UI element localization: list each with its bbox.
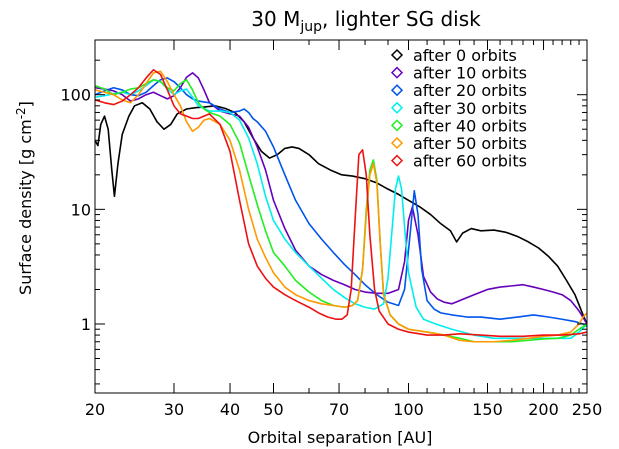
- y-axis-label: Surface density [g cm-2]: [14, 101, 35, 295]
- legend-label: after 40 orbits: [413, 116, 527, 135]
- tick-labels: 20 30 40 50 70 100 150 200 250 1 10 100: [60, 86, 602, 419]
- x-axis-label: Orbital separation [AU]: [248, 428, 433, 447]
- y-tick-label: 100: [60, 86, 91, 105]
- x-tick-label: 50: [263, 400, 283, 419]
- x-tick-label: 150: [472, 400, 503, 419]
- x-tick-label: 70: [329, 400, 349, 419]
- legend-label: after 30 orbits: [413, 99, 527, 118]
- x-tick-label: 30: [164, 400, 184, 419]
- series-line-1: [95, 72, 587, 325]
- legend-marker-diamond-icon: [390, 48, 404, 62]
- x-tick-label: 250: [572, 400, 603, 419]
- chart-title: 30 Mjup, lighter SG disk: [251, 7, 481, 35]
- legend-label: after 20 orbits: [413, 81, 527, 100]
- plot-frame: [94, 39, 588, 394]
- series-line-0: [95, 101, 587, 325]
- legend-marker-diamond-icon: [390, 84, 404, 97]
- legend-label: after 0 orbits: [413, 46, 517, 65]
- x-tick-label: 20: [85, 400, 105, 419]
- legend-marker-diamond-icon: [390, 136, 404, 150]
- x-tick-label: 100: [393, 400, 424, 419]
- legend-marker-diamond-icon: [390, 154, 404, 167]
- y-tick-label: 10: [71, 200, 91, 219]
- legend-label: after 10 orbits: [413, 64, 527, 83]
- x-tick-label: 200: [528, 400, 559, 419]
- series-line-2: [95, 77, 587, 328]
- series-line-5: [95, 70, 587, 343]
- legend-marker-diamond-icon: [390, 119, 404, 132]
- axis-ticks: [94, 39, 588, 393]
- x-tick-label: 40: [220, 400, 240, 419]
- series-line-6: [95, 68, 587, 338]
- y-tick-label: 1: [81, 315, 91, 334]
- legend-marker-diamond-icon: [390, 66, 404, 79]
- legend-label: after 60 orbits: [413, 152, 527, 171]
- plot-lines: [95, 68, 587, 343]
- legend-label: after 50 orbits: [413, 134, 527, 153]
- legend-marker-diamond-icon: [390, 101, 404, 114]
